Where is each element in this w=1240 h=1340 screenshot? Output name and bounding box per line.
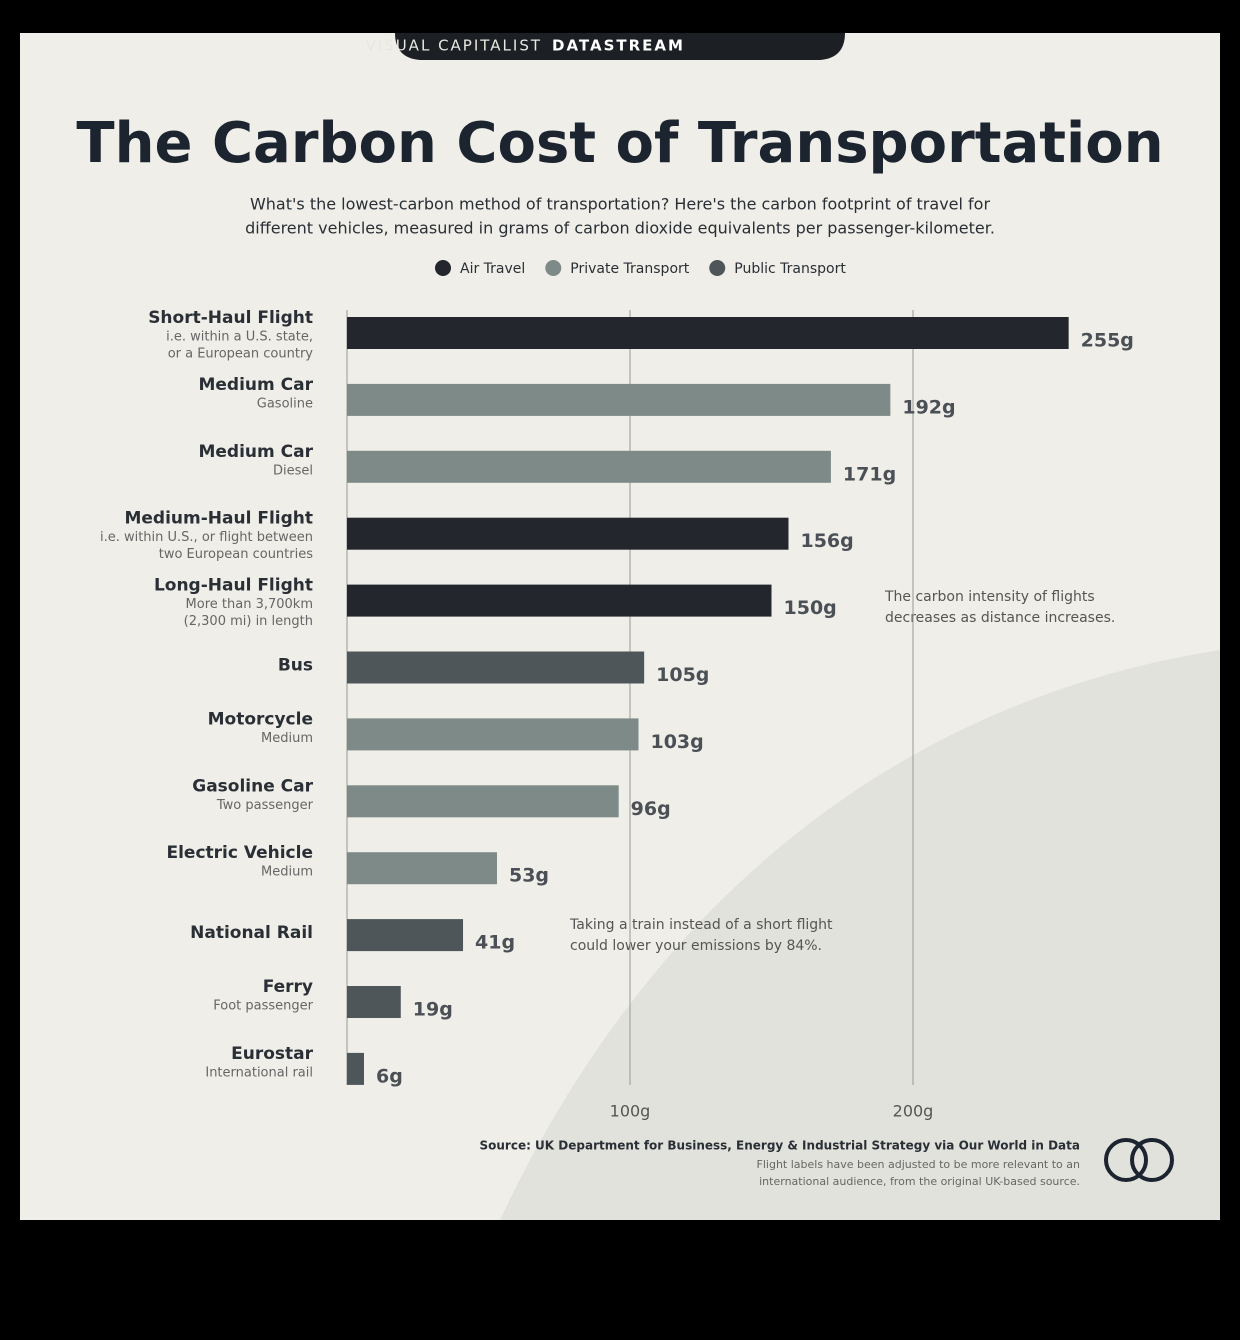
category-label: National Rail bbox=[190, 923, 313, 943]
value-label: 150g bbox=[784, 597, 837, 619]
bar bbox=[347, 517, 789, 550]
value-label: 192g bbox=[902, 396, 955, 418]
logo bbox=[1104, 1138, 1174, 1182]
category-label: Medium Car bbox=[198, 375, 313, 395]
x-tick-label: 100g bbox=[610, 1102, 651, 1121]
bar bbox=[347, 651, 645, 684]
banner bbox=[395, 33, 845, 60]
bar bbox=[347, 383, 891, 416]
value-label: 41g bbox=[475, 932, 515, 954]
annotation: Taking a train instead of a short flight bbox=[569, 917, 833, 933]
category-label: Motorcycle bbox=[208, 709, 313, 729]
value-label: 171g bbox=[843, 463, 896, 485]
bar bbox=[347, 1052, 364, 1085]
category-sublabel: Medium bbox=[261, 865, 313, 880]
subtitle: What's the lowest-carbon method of trans… bbox=[250, 195, 991, 214]
value-label: 255g bbox=[1081, 330, 1134, 352]
brand: VISUAL CAPITALIST bbox=[366, 37, 543, 55]
chart-title: The Carbon Cost of Transportation bbox=[76, 111, 1163, 176]
legend-label: Private Transport bbox=[570, 261, 689, 277]
category-label: Bus bbox=[278, 656, 313, 676]
category-sublabel: two European countries bbox=[159, 547, 314, 562]
bar bbox=[347, 852, 497, 885]
category-sublabel: More than 3,700km bbox=[186, 597, 313, 612]
category-label: Eurostar bbox=[231, 1044, 313, 1064]
value-label: 96g bbox=[631, 798, 671, 820]
legend-swatch bbox=[435, 260, 451, 276]
decor bbox=[500, 650, 1220, 1220]
category-label: Medium-Haul Flight bbox=[124, 509, 313, 529]
bar bbox=[347, 317, 1069, 349]
annotation: decreases as distance increases. bbox=[885, 610, 1115, 626]
legend-swatch bbox=[709, 260, 726, 276]
subtitle: different vehicles, measured in grams of… bbox=[245, 219, 995, 238]
category-sublabel: Diesel bbox=[273, 463, 313, 478]
value-label: 156g bbox=[800, 530, 853, 552]
category-label: Medium Car bbox=[198, 442, 313, 462]
value-label: 105g bbox=[656, 664, 709, 686]
bar bbox=[347, 919, 464, 952]
source: Source: UK Department for Business, Ener… bbox=[479, 1139, 1080, 1153]
bar bbox=[347, 584, 772, 617]
category-sublabel: or a European country bbox=[168, 347, 314, 362]
note: Flight labels have been adjusted to be m… bbox=[757, 1158, 1081, 1171]
category-label: Long-Haul Flight bbox=[154, 576, 313, 596]
note: international audience, from the origina… bbox=[759, 1175, 1080, 1188]
x-tick-label: 200g bbox=[893, 1102, 934, 1121]
category-sublabel: Medium bbox=[261, 731, 313, 746]
category-sublabel: Gasoline bbox=[257, 396, 313, 411]
legend-swatch bbox=[545, 260, 562, 276]
category-sublabel: International rail bbox=[205, 1065, 313, 1080]
annotation: could lower your emissions by 84%. bbox=[570, 938, 822, 954]
bar bbox=[347, 785, 619, 818]
category-sublabel: i.e. within a U.S. state, bbox=[166, 330, 313, 345]
bar bbox=[347, 450, 831, 483]
category-label: Short-Haul Flight bbox=[148, 308, 313, 328]
legend-label: Air Travel bbox=[460, 261, 525, 277]
category-label: Electric Vehicle bbox=[166, 843, 313, 863]
value-label: 103g bbox=[650, 731, 703, 753]
value-label: 53g bbox=[509, 865, 549, 887]
category-sublabel: Foot passenger bbox=[213, 999, 313, 1014]
category-sublabel: i.e. within U.S., or flight between bbox=[100, 530, 313, 545]
value-label: 6g bbox=[376, 1065, 403, 1087]
bar bbox=[347, 718, 639, 751]
category-sublabel: (2,300 mi) in length bbox=[184, 614, 313, 629]
legend-label: Public Transport bbox=[734, 261, 846, 277]
annotation: The carbon intensity of flights bbox=[884, 589, 1095, 605]
value-label: 19g bbox=[413, 999, 453, 1021]
category-label: Ferry bbox=[263, 977, 313, 997]
category-sublabel: Two passenger bbox=[216, 798, 314, 813]
category-label: Gasoline Car bbox=[192, 776, 313, 796]
product: DATASTREAM bbox=[552, 37, 685, 55]
bar bbox=[347, 986, 401, 1018]
